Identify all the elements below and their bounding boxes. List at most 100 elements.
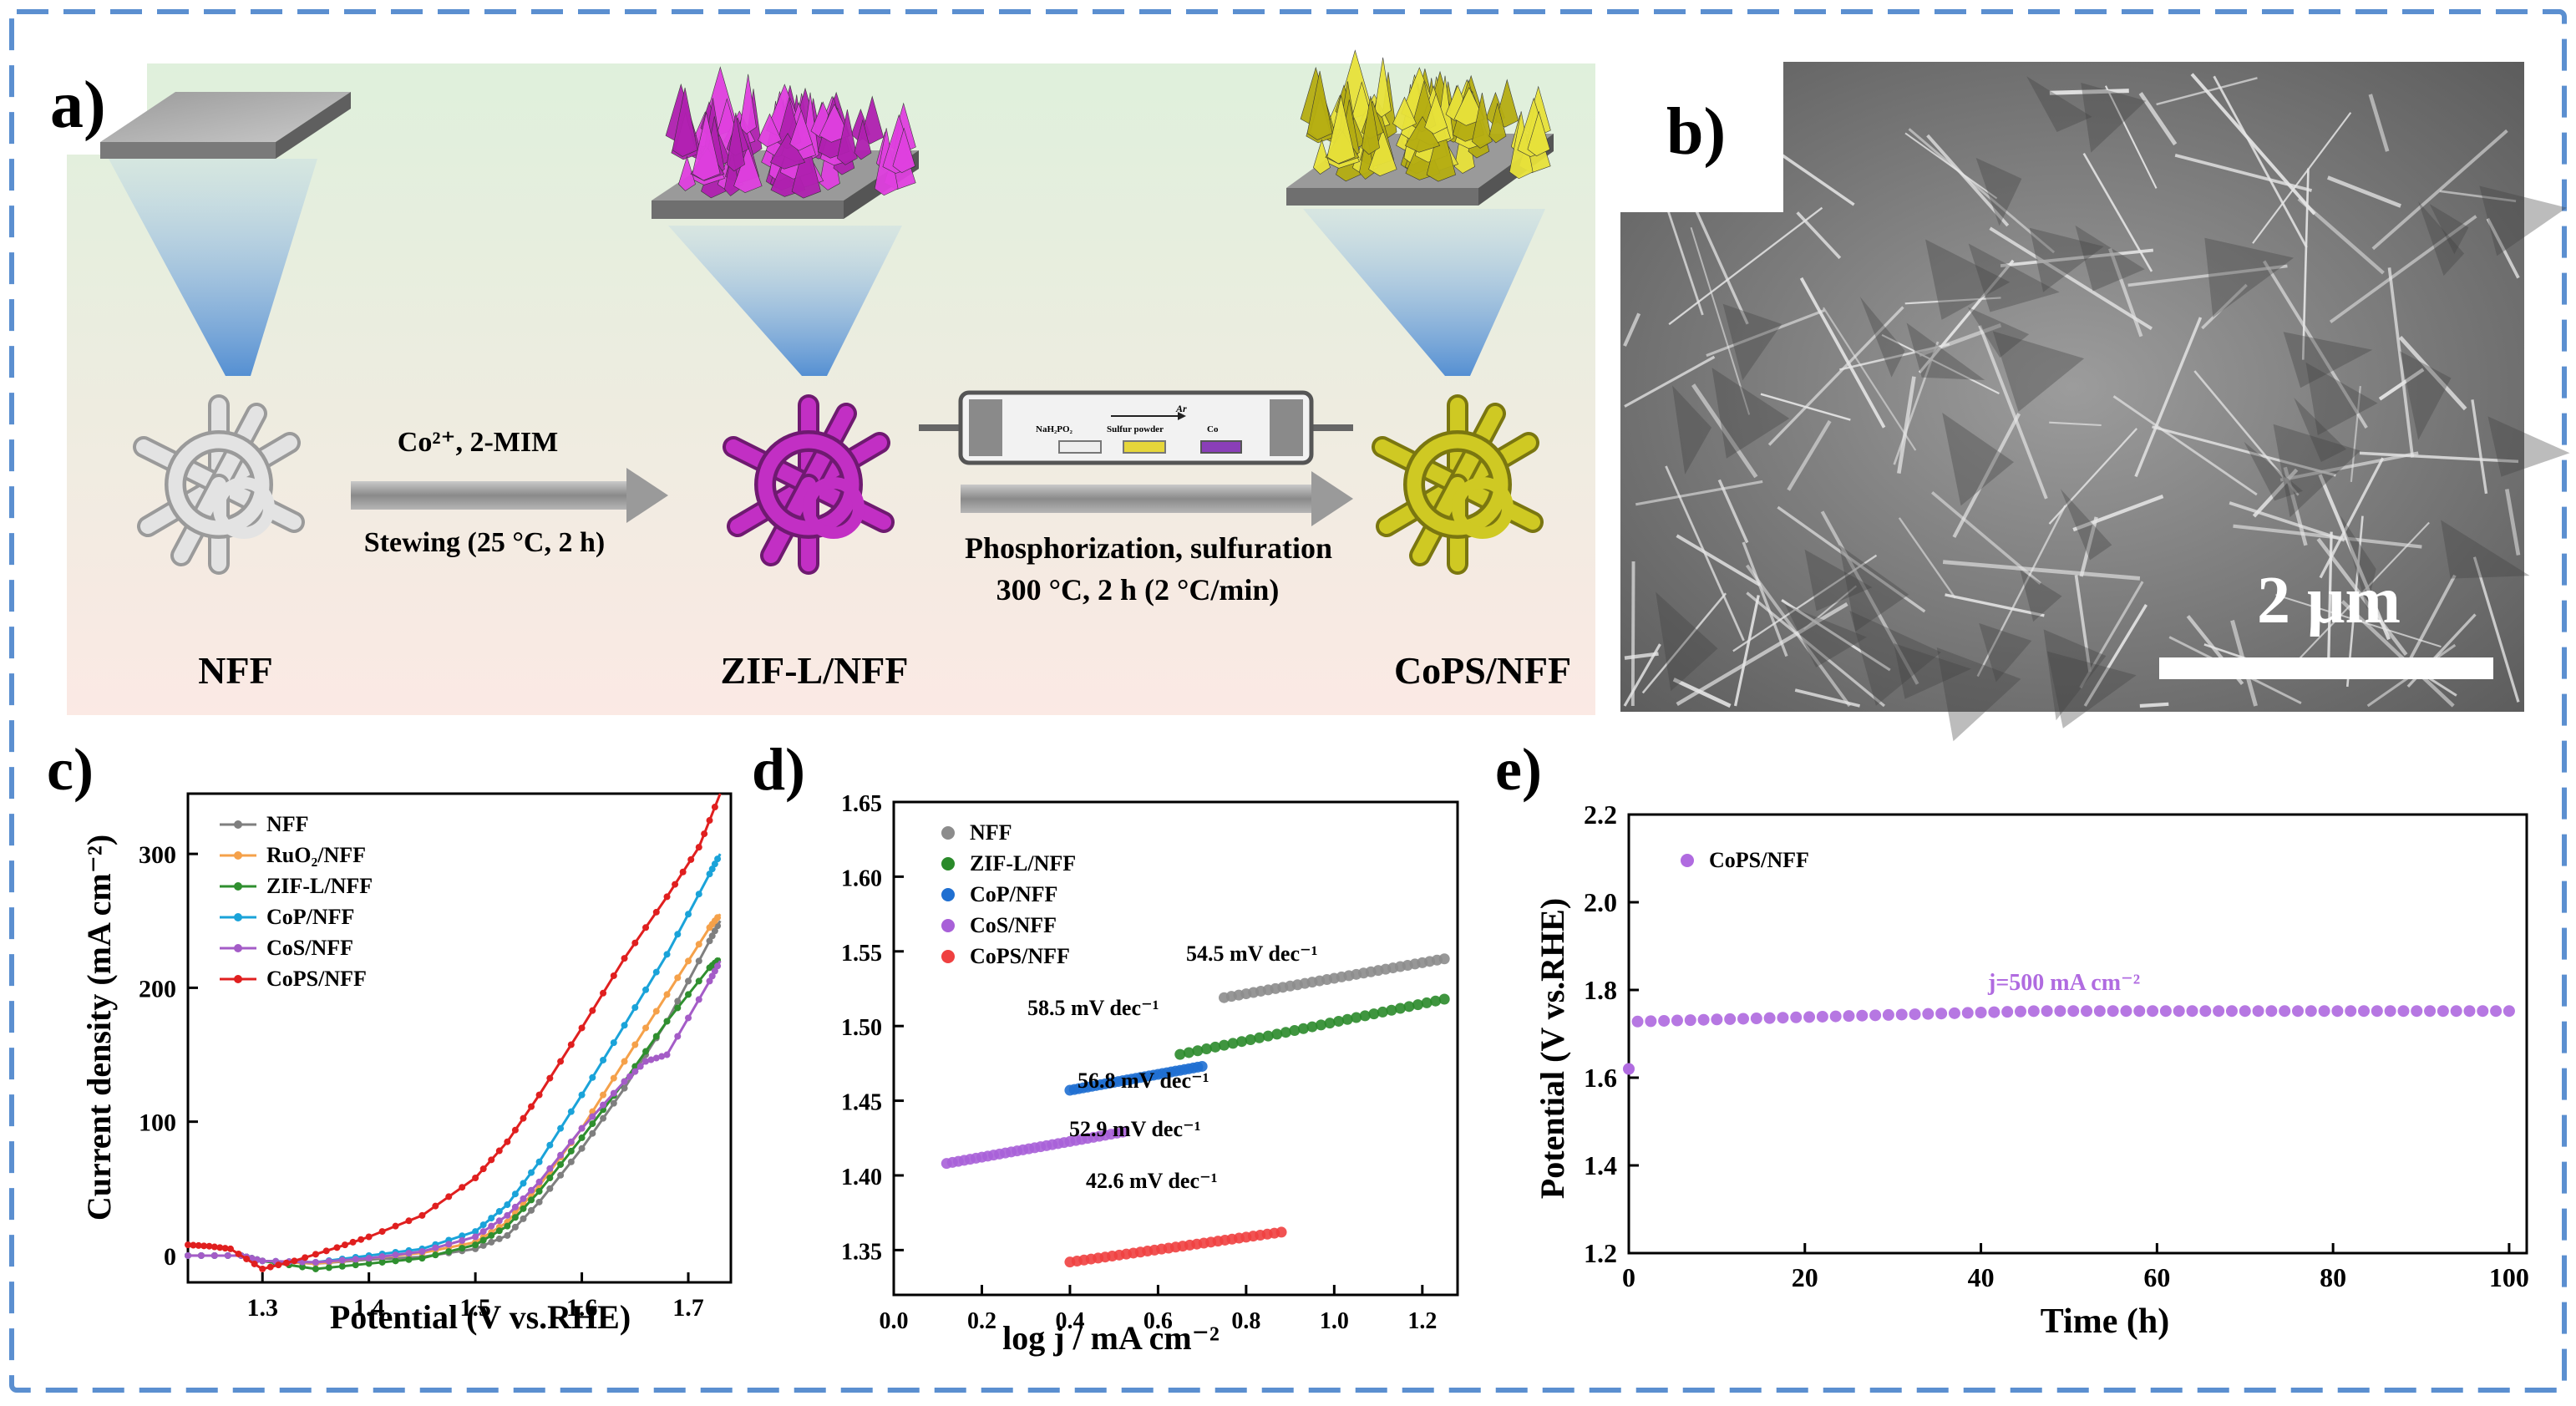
- series-marker: [706, 817, 713, 825]
- data-point: [1843, 1010, 1855, 1023]
- nanosheet: [758, 113, 782, 148]
- sem-shadow: [2020, 570, 2062, 622]
- series-marker: [251, 1260, 258, 1267]
- sem-sheet-edge: [2279, 451, 2419, 482]
- sem-sheet-edge: [1706, 308, 1825, 358]
- sem-shadow: [1849, 610, 1941, 706]
- sem-sheet-edge: [1691, 383, 1758, 479]
- sem-sheet-edge: [1820, 510, 1919, 685]
- nanosheet: [1392, 96, 1417, 131]
- series-marker: [652, 968, 660, 976]
- data-point: [2252, 1005, 2264, 1018]
- data-point: [1209, 1041, 1221, 1053]
- sem-shadow: [1992, 331, 2085, 412]
- data-point: [2199, 1005, 2212, 1018]
- sem-sheet-edge: [1676, 534, 1762, 587]
- sem-sheet-edge: [2326, 531, 2333, 675]
- x-tick-label: 1.5: [459, 1294, 491, 1322]
- x-tick-label: 1.7: [672, 1294, 704, 1322]
- series-marker: [610, 1074, 617, 1082]
- series-marker: [621, 1084, 628, 1092]
- nff-foam-icon: [133, 394, 305, 575]
- sem-sheet-edge: [1781, 599, 1891, 672]
- sem-shadow: [1804, 549, 1873, 612]
- series-marker: [405, 1217, 413, 1225]
- sem-sheet-edge: [1742, 541, 1788, 657]
- series-marker: [459, 1184, 466, 1191]
- series-marker: [479, 1236, 487, 1244]
- series-marker: [495, 1227, 503, 1235]
- sem-sheet-edge: [2213, 75, 2308, 248]
- series-marker: [504, 1222, 511, 1230]
- data-point: [2133, 1005, 2146, 1018]
- data-point: [1394, 1002, 1406, 1014]
- nanosheet: [1326, 95, 1356, 165]
- data-point: [1341, 1013, 1353, 1025]
- series-marker: [679, 868, 687, 876]
- beam-zif: [668, 226, 902, 376]
- sem-shadow: [2441, 520, 2530, 579]
- data-point: [1324, 1018, 1336, 1029]
- series-marker: [520, 1114, 527, 1122]
- x-tick-label: 1.6: [566, 1294, 598, 1322]
- series-marker: [259, 1257, 266, 1265]
- sem-sheet-edge: [2387, 267, 2415, 458]
- nanosheet: [726, 112, 745, 172]
- series-marker: [528, 1186, 535, 1194]
- series-marker: [589, 1120, 596, 1128]
- series-marker: [535, 1091, 543, 1099]
- sem-sheet-edge: [2262, 260, 2368, 429]
- data-point: [2450, 1005, 2462, 1018]
- series-marker: [459, 1245, 466, 1252]
- legend-marker: [941, 919, 955, 932]
- series-marker: [495, 1147, 503, 1155]
- sem-sheet-edge: [2112, 395, 2258, 496]
- nanosheet: [837, 109, 858, 165]
- sem-sheet-edge: [2472, 556, 2520, 703]
- data-point: [2014, 1005, 2026, 1018]
- sem-sheet-edge: [1676, 602, 1848, 707]
- series-marker: [392, 1257, 399, 1265]
- series-marker: [511, 1214, 519, 1221]
- data-point: [1645, 1015, 1657, 1028]
- sem-sheet-edge: [1803, 585, 1858, 630]
- data-point: [2477, 1005, 2489, 1018]
- data-point: [1895, 1008, 1908, 1021]
- sem-sheet-edge: [2471, 399, 2488, 495]
- sem-shadow: [2204, 237, 2295, 318]
- series-line: [188, 957, 722, 1271]
- label-cops-nff: CoPS/NFF: [1394, 649, 1571, 692]
- sem-sheet-edge: [2190, 73, 2316, 216]
- data-point: [1438, 953, 1450, 965]
- nanosheet: [1472, 93, 1493, 149]
- series-marker: [504, 1138, 511, 1145]
- data-point: [2147, 1005, 2159, 1018]
- sem-sheet-edge: [1898, 517, 1956, 599]
- data-point: [2318, 1005, 2330, 1018]
- series-marker: [528, 1169, 535, 1176]
- series-marker: [621, 1022, 628, 1029]
- data-point: [1192, 1045, 1204, 1057]
- nanosheet: [769, 132, 806, 170]
- sem-sheet-edge: [1777, 505, 1926, 613]
- legend-marker: [941, 826, 955, 840]
- sem-sheet-edge: [2049, 421, 2102, 427]
- series-marker: [488, 1238, 495, 1246]
- sem-shadow: [1838, 545, 1909, 632]
- data-point: [1227, 1038, 1239, 1049]
- legend-label: RuO₂/NFF: [266, 843, 366, 867]
- data-point: [2225, 1005, 2238, 1018]
- sem-sheet-edge: [2074, 575, 2092, 673]
- data-point: [2213, 1005, 2225, 1018]
- sem-sheet-edge: [2139, 702, 2169, 708]
- series-marker: [685, 977, 692, 985]
- series-marker: [528, 1196, 535, 1204]
- sem-sheet-edge: [1668, 206, 1823, 326]
- series-marker: [312, 1258, 319, 1266]
- data-point: [1724, 1013, 1737, 1025]
- sem-shadow: [1785, 604, 1867, 667]
- series-marker: [299, 1263, 307, 1271]
- series-marker: [459, 1232, 466, 1240]
- y-tick-label: 1.45: [841, 1090, 882, 1116]
